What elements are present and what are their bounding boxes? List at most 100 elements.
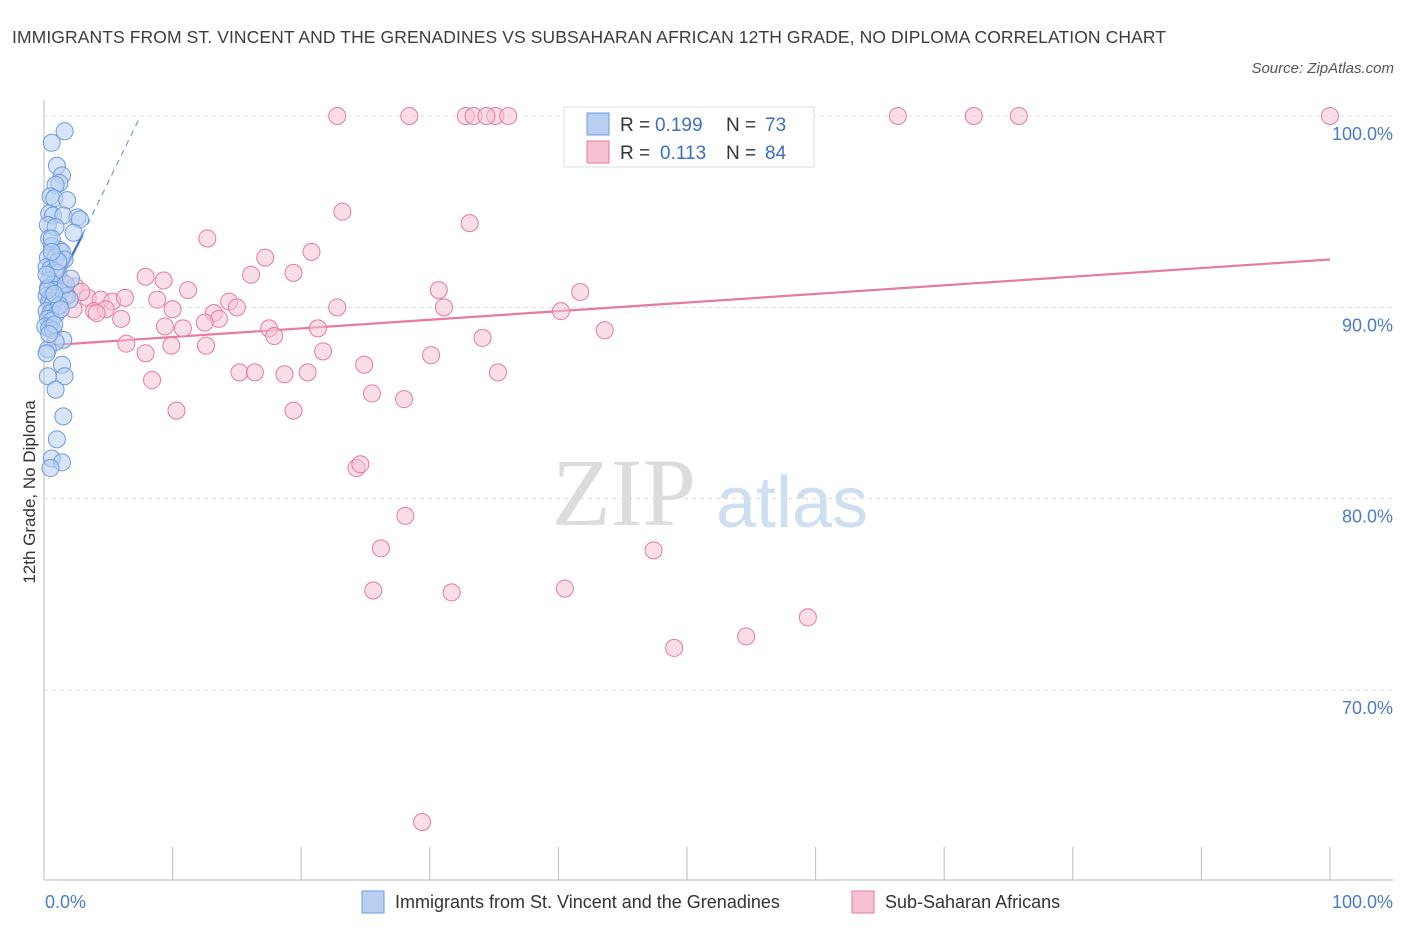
point-subsaharan bbox=[302, 242, 321, 261]
point-subsaharan bbox=[595, 321, 614, 340]
watermark-zip: ZIP bbox=[552, 439, 696, 546]
point-subsaharan bbox=[112, 309, 131, 328]
point-immigrants bbox=[37, 265, 56, 284]
y-tick-labels: 100.0% 90.0% 80.0% 70.0% bbox=[1332, 124, 1393, 718]
point-subsaharan bbox=[298, 363, 317, 382]
x-tick-label-min: 0.0% bbox=[45, 892, 86, 912]
point-subsaharan bbox=[1009, 107, 1028, 125]
point-subsaharan bbox=[154, 271, 173, 290]
point-immigrants bbox=[45, 284, 64, 303]
point-subsaharan bbox=[473, 328, 492, 347]
series-legend: Immigrants from St. Vincent and the Gren… bbox=[361, 890, 1060, 914]
point-subsaharan bbox=[396, 506, 415, 525]
y-tick-label-70: 70.0% bbox=[1342, 698, 1393, 718]
point-subsaharan bbox=[308, 319, 327, 338]
point-subsaharan bbox=[351, 455, 370, 474]
y-tick-label-80: 80.0% bbox=[1342, 507, 1393, 527]
point-subsaharan bbox=[333, 202, 352, 221]
point-subsaharan bbox=[888, 107, 907, 125]
point-subsaharan bbox=[197, 336, 216, 355]
point-subsaharan bbox=[422, 346, 441, 365]
point-subsaharan bbox=[314, 342, 333, 361]
x-tick-label-max: 100.0% bbox=[1332, 892, 1393, 912]
point-subsaharan bbox=[362, 384, 381, 403]
point-subsaharan bbox=[737, 627, 756, 646]
stats-n-value-blue: 73 bbox=[765, 115, 786, 136]
point-subsaharan bbox=[328, 298, 347, 317]
stats-r-label-blue: R = bbox=[620, 115, 650, 136]
point-subsaharan bbox=[798, 608, 817, 627]
point-subsaharan bbox=[477, 107, 496, 125]
point-immigrants bbox=[64, 223, 83, 242]
point-subsaharan bbox=[644, 541, 663, 560]
point-subsaharan bbox=[245, 363, 264, 382]
point-subsaharan bbox=[265, 327, 284, 346]
point-subsaharan bbox=[284, 263, 303, 282]
point-subsaharan bbox=[167, 401, 186, 420]
point-immigrants bbox=[47, 430, 66, 449]
point-subsaharan bbox=[87, 304, 106, 323]
point-subsaharan bbox=[136, 267, 155, 286]
gridlines bbox=[44, 115, 1393, 691]
point-subsaharan bbox=[442, 583, 461, 602]
point-subsaharan bbox=[256, 248, 275, 267]
point-subsaharan bbox=[488, 363, 507, 382]
point-immigrants bbox=[51, 300, 70, 319]
point-immigrants bbox=[37, 344, 56, 363]
point-subsaharan bbox=[355, 355, 374, 374]
point-subsaharan bbox=[163, 300, 182, 319]
stats-r-label-pink: R = bbox=[620, 143, 650, 164]
legend-swatch-subsaharan bbox=[851, 890, 875, 914]
point-immigrants bbox=[62, 269, 81, 288]
point-subsaharan bbox=[395, 390, 414, 409]
point-immigrants bbox=[54, 407, 73, 426]
point-subsaharan bbox=[429, 281, 448, 300]
point-immigrants bbox=[55, 122, 74, 141]
point-subsaharan bbox=[162, 336, 181, 355]
point-immigrants bbox=[58, 191, 77, 210]
point-subsaharan bbox=[242, 265, 261, 284]
point-subsaharan bbox=[364, 581, 383, 600]
point-subsaharan bbox=[230, 363, 249, 382]
point-subsaharan bbox=[195, 313, 214, 332]
point-subsaharan bbox=[227, 298, 246, 317]
y-axis-title: 12th Grade, No Diploma bbox=[20, 400, 39, 584]
stats-legend-swatch-blue bbox=[586, 112, 610, 136]
stats-n-label-blue: N = bbox=[726, 115, 756, 136]
trend-line-subsaharan bbox=[43, 258, 1331, 347]
y-tick-label-100: 100.0% bbox=[1332, 124, 1393, 144]
data-points bbox=[36, 107, 1339, 832]
point-immigrants bbox=[42, 242, 61, 261]
stats-r-value-blue: 0.199 bbox=[655, 115, 703, 136]
point-immigrants bbox=[40, 325, 59, 344]
point-subsaharan bbox=[136, 344, 155, 363]
point-subsaharan bbox=[499, 107, 518, 125]
point-subsaharan bbox=[551, 302, 570, 321]
point-subsaharan bbox=[571, 283, 590, 302]
point-subsaharan bbox=[665, 638, 684, 657]
point-subsaharan bbox=[413, 813, 432, 832]
legend-label-subsaharan: Sub-Saharan Africans bbox=[885, 892, 1060, 912]
point-subsaharan bbox=[555, 579, 574, 598]
y-tick-label-90: 90.0% bbox=[1342, 315, 1393, 335]
watermark-atlas: atlas bbox=[716, 463, 868, 543]
point-subsaharan bbox=[173, 319, 192, 338]
stats-n-label-pink: N = bbox=[726, 143, 756, 164]
point-subsaharan bbox=[155, 317, 174, 336]
point-subsaharan bbox=[179, 281, 198, 300]
point-subsaharan bbox=[284, 401, 303, 420]
stats-r-value-pink: 0.113 bbox=[660, 143, 706, 164]
point-subsaharan bbox=[275, 365, 294, 384]
chart-title: IMMIGRANTS FROM ST. VINCENT AND THE GREN… bbox=[12, 27, 1167, 47]
point-subsaharan bbox=[964, 107, 983, 125]
stats-legend-swatch-pink bbox=[586, 140, 610, 164]
point-subsaharan bbox=[434, 298, 453, 317]
point-subsaharan bbox=[1321, 107, 1339, 125]
point-subsaharan bbox=[328, 107, 347, 125]
point-immigrants bbox=[38, 367, 57, 386]
point-subsaharan bbox=[198, 229, 217, 248]
point-subsaharan bbox=[148, 290, 167, 309]
legend-swatch-immigrants bbox=[361, 890, 385, 914]
point-immigrants bbox=[42, 133, 61, 152]
